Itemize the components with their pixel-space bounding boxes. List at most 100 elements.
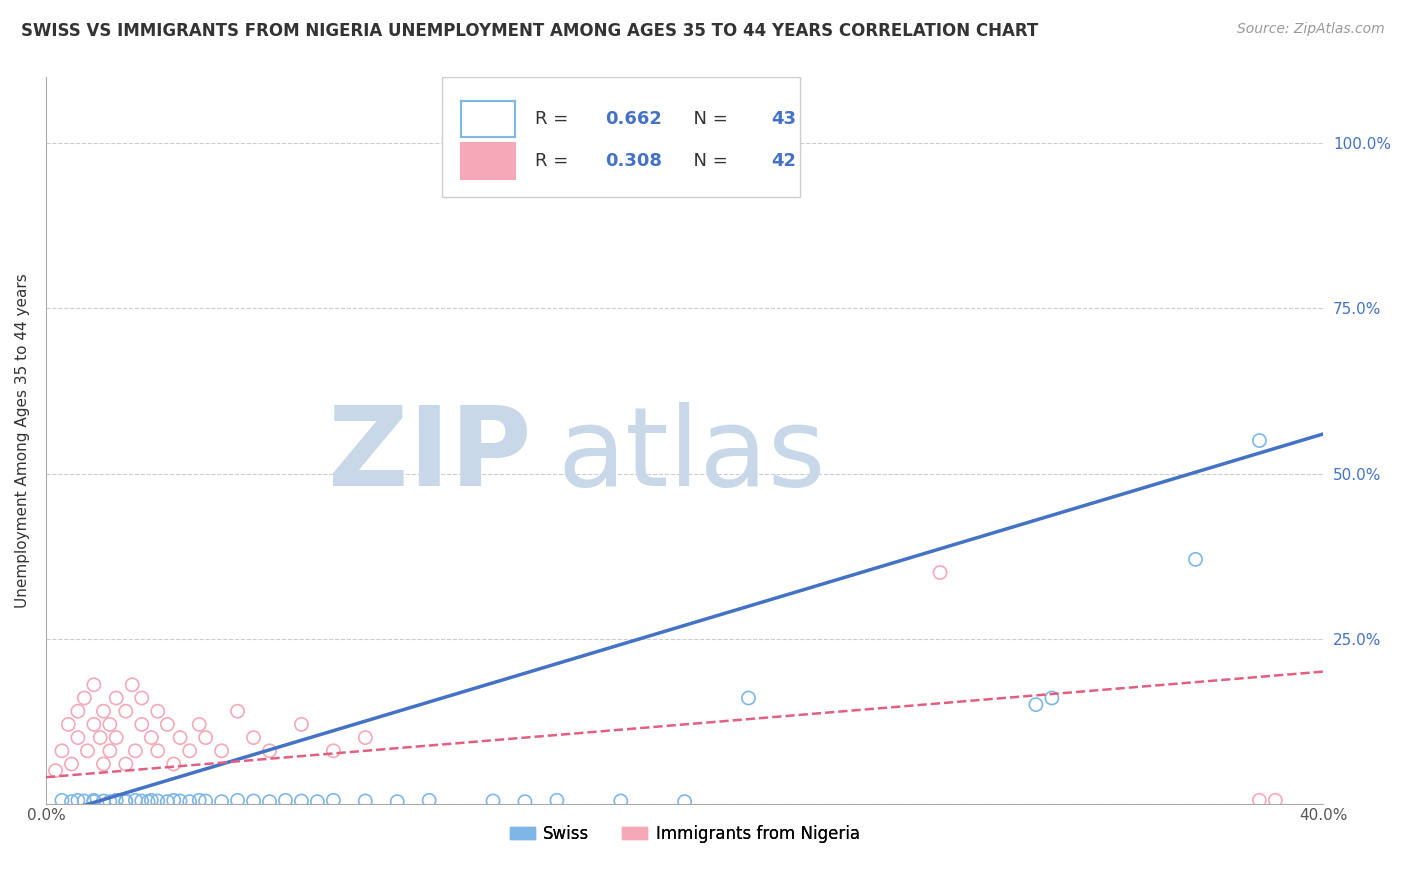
Point	[136, 795, 159, 809]
Point	[66, 731, 89, 745]
Point	[737, 691, 759, 706]
Point	[226, 793, 249, 807]
Point	[610, 794, 633, 808]
Point	[51, 793, 73, 807]
Point	[124, 744, 146, 758]
Point	[322, 793, 344, 807]
Point	[418, 793, 440, 807]
Point	[929, 566, 952, 580]
Point	[83, 678, 105, 692]
Point	[354, 731, 377, 745]
Point	[156, 795, 179, 809]
Point	[188, 793, 211, 807]
Text: R =: R =	[536, 110, 574, 128]
Text: N =: N =	[682, 110, 734, 128]
Text: 0.662: 0.662	[606, 110, 662, 128]
Point	[114, 704, 136, 718]
Point	[211, 795, 233, 809]
Point	[1249, 793, 1271, 807]
Point	[322, 744, 344, 758]
Point	[141, 731, 163, 745]
Point	[1025, 698, 1047, 712]
Point	[211, 744, 233, 758]
Point	[1249, 434, 1271, 448]
FancyBboxPatch shape	[441, 78, 800, 197]
Point	[156, 717, 179, 731]
Point	[83, 793, 105, 807]
Point	[242, 731, 264, 745]
Point	[242, 794, 264, 808]
Point	[60, 757, 83, 772]
Point	[66, 704, 89, 718]
Point	[131, 691, 153, 706]
Text: SWISS VS IMMIGRANTS FROM NIGERIA UNEMPLOYMENT AMONG AGES 35 TO 44 YEARS CORRELAT: SWISS VS IMMIGRANTS FROM NIGERIA UNEMPLO…	[21, 22, 1039, 40]
Point	[98, 717, 121, 731]
Point	[73, 794, 96, 808]
Point	[179, 795, 201, 809]
Point	[114, 794, 136, 808]
Text: R =: R =	[536, 152, 574, 170]
Text: N =: N =	[682, 152, 734, 170]
Legend: Swiss, Immigrants from Nigeria: Swiss, Immigrants from Nigeria	[503, 819, 866, 850]
Point	[290, 717, 312, 731]
Point	[387, 795, 409, 809]
Point	[169, 731, 191, 745]
Point	[114, 757, 136, 772]
Text: 43: 43	[772, 110, 796, 128]
Point	[179, 744, 201, 758]
Point	[131, 794, 153, 808]
Point	[482, 794, 505, 808]
Point	[546, 793, 568, 807]
Point	[83, 717, 105, 731]
Text: atlas: atlas	[557, 401, 825, 508]
Point	[513, 795, 536, 809]
Point	[354, 794, 377, 808]
Point	[1040, 691, 1063, 706]
Point	[1264, 793, 1286, 807]
Point	[226, 704, 249, 718]
Point	[124, 793, 146, 807]
Text: 0.308: 0.308	[606, 152, 662, 170]
Point	[307, 795, 329, 809]
Point	[188, 717, 211, 731]
Point	[93, 794, 115, 808]
Point	[58, 717, 80, 731]
Point	[105, 793, 128, 807]
Point	[163, 793, 186, 807]
Point	[1184, 552, 1206, 566]
Point	[131, 717, 153, 731]
Point	[60, 795, 83, 809]
Point	[98, 795, 121, 809]
Point	[163, 757, 186, 772]
Point	[259, 744, 281, 758]
Point	[290, 794, 312, 808]
Point	[76, 744, 98, 758]
Point	[194, 794, 217, 808]
Point	[105, 731, 128, 745]
Point	[98, 744, 121, 758]
Point	[51, 744, 73, 758]
Point	[121, 678, 143, 692]
Point	[93, 757, 115, 772]
Point	[146, 704, 169, 718]
Point	[194, 731, 217, 745]
Point	[141, 793, 163, 807]
Point	[146, 794, 169, 808]
Point	[83, 795, 105, 809]
Text: 42: 42	[772, 152, 796, 170]
Point	[146, 744, 169, 758]
Point	[66, 793, 89, 807]
Y-axis label: Unemployment Among Ages 35 to 44 years: Unemployment Among Ages 35 to 44 years	[15, 273, 30, 608]
Point	[274, 793, 297, 807]
Point	[105, 691, 128, 706]
Point	[673, 795, 696, 809]
Point	[114, 795, 136, 809]
Text: Source: ZipAtlas.com: Source: ZipAtlas.com	[1237, 22, 1385, 37]
Point	[45, 764, 67, 778]
Point	[93, 704, 115, 718]
Point	[259, 795, 281, 809]
Point	[169, 794, 191, 808]
Text: ZIP: ZIP	[328, 401, 531, 508]
Point	[73, 691, 96, 706]
FancyBboxPatch shape	[461, 143, 515, 178]
